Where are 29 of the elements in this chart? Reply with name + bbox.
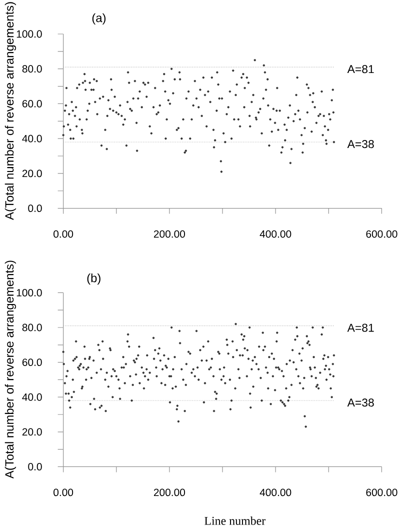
x-tick-label: 0.00 [54, 488, 74, 496]
y-tick-label: 40.0 [22, 134, 42, 142]
ref-line-label: A=81 [347, 65, 374, 74]
y-axis-title: A(Total number of reverse arrangements) [4, 2, 16, 220]
ref-line-label: A=38 [347, 398, 374, 407]
chart-title: (a) [92, 13, 106, 25]
y-tick-label: 100.0 [16, 30, 42, 38]
x-tick-label: 400.00 [260, 230, 292, 238]
x-tick-label: 600.00 [366, 230, 398, 238]
y-tick-label: 80.0 [22, 324, 42, 332]
y-tick-label: 100.0 [16, 289, 42, 296]
y-tick-label: 80.0 [22, 65, 42, 73]
y-tick-label: 40.0 [22, 393, 42, 401]
y-axis-title: A(Total number of reverse arrangements) [4, 260, 16, 479]
y-tick-label: 20.0 [22, 170, 42, 178]
x-tick-label: 200.00 [154, 488, 186, 496]
y-tick-label: 60.0 [22, 358, 42, 366]
y-tick-label: 60.0 [22, 100, 42, 108]
y-tick-label: 20.0 [22, 428, 42, 436]
y-tick-label: 0.0 [28, 463, 42, 470]
ref-line-label: A=38 [347, 140, 374, 148]
x-tick-label: 400.00 [260, 488, 292, 496]
chart-title: (b) [87, 274, 100, 285]
x-tick-label: 600.00 [366, 488, 398, 496]
ref-line-label: A=81 [347, 324, 374, 332]
y-tick-label: 0.0 [28, 204, 42, 212]
x-axis-title: Line number [204, 516, 266, 525]
x-tick-label: 200.00 [154, 230, 186, 238]
x-tick-label: 0.00 [54, 230, 74, 238]
